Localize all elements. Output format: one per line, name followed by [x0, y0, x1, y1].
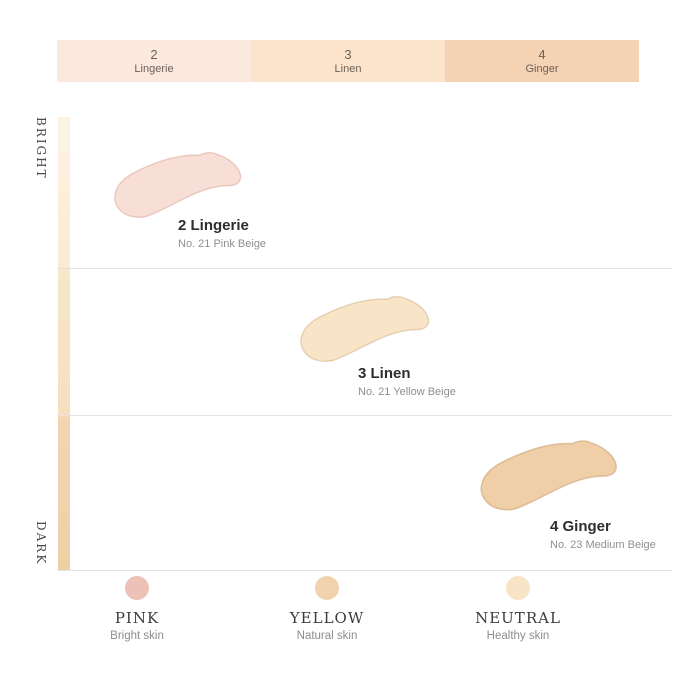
shade-segment-linen: 3 Linen	[251, 40, 445, 82]
smear-shape	[114, 151, 242, 219]
shade-segment-name: Linen	[334, 62, 362, 75]
swatch-smear-linen	[296, 292, 434, 368]
undertone-neutral: NEUTRAL Healthy skin	[438, 576, 598, 642]
shade-segment-ginger: 4 Ginger	[445, 40, 639, 82]
undertone-name: NEUTRAL	[475, 609, 561, 627]
tone-gradient-bar	[58, 117, 70, 570]
undertone-yellow-dot	[315, 576, 339, 600]
swatch-subtitle: No. 23 Medium Beige	[550, 539, 656, 551]
swatch-subtitle: No. 21 Yellow Beige	[358, 386, 456, 398]
swatch-title: 4 Ginger	[550, 518, 611, 535]
undertone-description: Natural skin	[296, 630, 358, 642]
tone-axis-dark-label: DARK	[34, 521, 48, 566]
smear-shape	[480, 440, 617, 511]
row-divider	[57, 415, 672, 416]
undertone-pink: PINK Bright skin	[57, 576, 217, 642]
swatch-subtitle: No. 21 Pink Beige	[178, 238, 267, 250]
undertone-pink-dot	[125, 576, 149, 600]
undertone-description: Healthy skin	[486, 630, 550, 642]
swatch-label-lingerie: 2 Lingerie No. 21 Pink Beige	[178, 217, 266, 251]
shade-segment-lingerie: 2 Lingerie	[57, 40, 251, 82]
shade-segment-name: Lingerie	[134, 62, 174, 75]
undertone-name: YELLOW	[289, 609, 365, 627]
row-divider	[57, 268, 672, 269]
smear-shape	[300, 295, 430, 363]
undertone-name: PINK	[114, 609, 160, 627]
undertone-yellow: YELLOW Natural skin	[247, 576, 407, 642]
swatch-label-linen: 3 Linen No. 21 Yellow Beige	[358, 365, 456, 399]
tone-axis-bright-label: BRIGHT	[34, 117, 48, 180]
swatch-title: 3 Linen	[358, 365, 411, 382]
swatch-smear-lingerie	[110, 148, 246, 224]
shade-segment-number: 3	[344, 46, 352, 62]
swatch-label-ginger: 4 Ginger No. 23 Medium Beige	[550, 518, 656, 552]
swatch-smear-ginger	[476, 436, 622, 517]
shade-bar: 2 Lingerie 3 Linen 4 Ginger	[57, 40, 639, 82]
row-divider	[57, 570, 672, 571]
swatch-title: 2 Lingerie	[178, 217, 249, 234]
undertone-description: Bright skin	[110, 630, 164, 642]
shade-segment-number: 4	[538, 46, 546, 62]
shade-segment-number: 2	[150, 46, 158, 62]
undertone-neutral-dot	[506, 576, 530, 600]
shade-segment-name: Ginger	[525, 62, 559, 75]
